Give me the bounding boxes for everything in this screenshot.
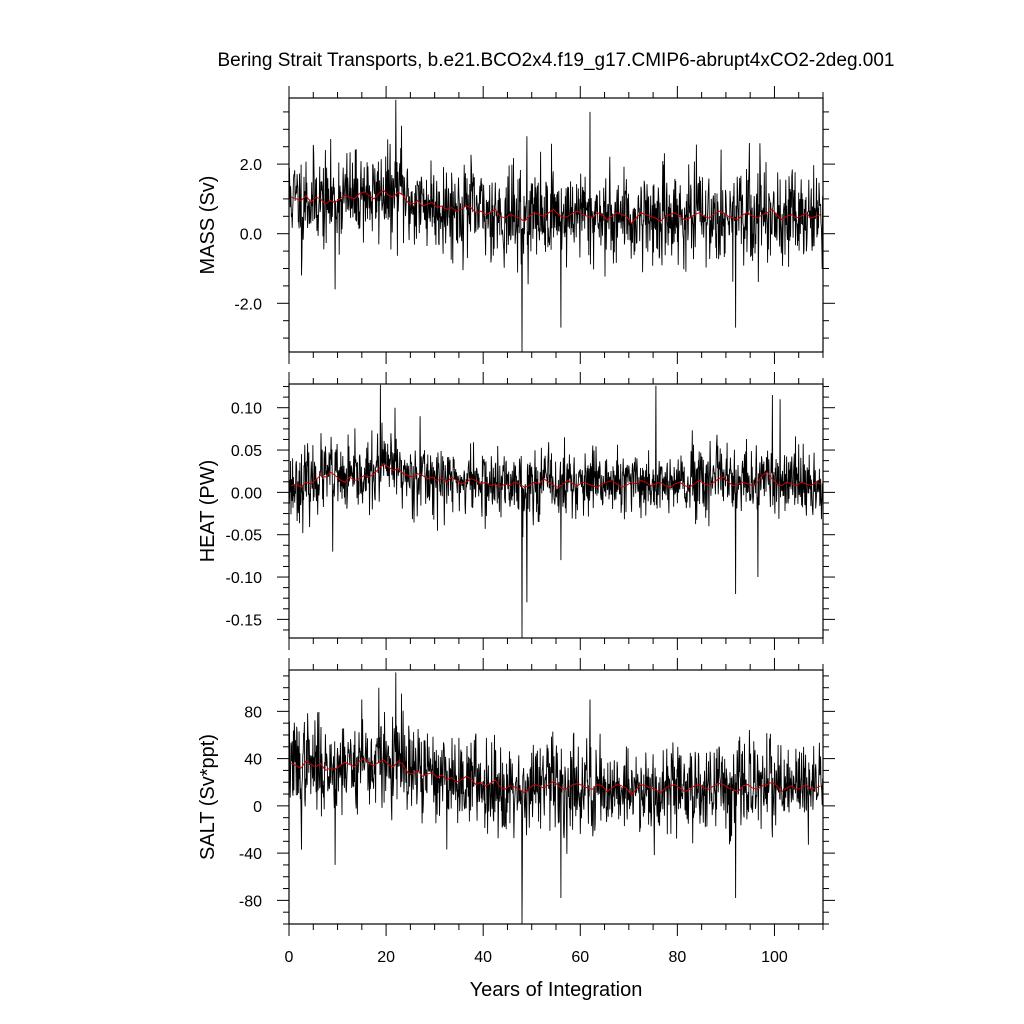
mass-annual-mean-line xyxy=(291,189,821,225)
x-tick-label: 0 xyxy=(285,949,294,966)
salt-y-axis-label: SALT (Sv*ppt) xyxy=(197,734,219,860)
panel-heat: 0.10 0.05 0.00 -0.05 -0.10 -0.15 HEAT (PW) xyxy=(197,372,835,650)
salt-y-tick-label: 80 xyxy=(244,704,262,721)
salt-annual-mean-line xyxy=(291,757,821,797)
salt-y-tick-label: 0 xyxy=(253,799,262,816)
heat-y-tick-label: 0.00 xyxy=(231,485,262,502)
heat-annual-mean-line xyxy=(291,462,821,488)
x-tick-label: 20 xyxy=(377,949,395,966)
heat-y-tick-label: -0.10 xyxy=(226,570,263,587)
mass-y-tick-label: 2.0 xyxy=(240,157,262,174)
x-axis-label: Years of Integration xyxy=(470,979,643,1001)
chart-title: Bering Strait Transports, b.e21.BCO2x4.f… xyxy=(218,50,895,71)
heat-y-tick-label: -0.15 xyxy=(226,612,263,629)
heat-y-axis-label: HEAT (PW) xyxy=(197,460,219,563)
salt-y-tick-label: -80 xyxy=(239,893,262,910)
x-tick-label: 100 xyxy=(761,949,788,966)
heat-y-tick-label: -0.05 xyxy=(226,528,263,545)
heat-monthly-line xyxy=(288,384,824,639)
salt-y-tick-label: 40 xyxy=(244,752,262,769)
panels: 2.0 0.0 -2.0 MASS (Sv) 0.10 0.05 0.00 -0.05 -0.1… xyxy=(197,86,835,966)
mass-y-axis-label: MASS (Sv) xyxy=(197,176,219,275)
x-tick-label: 40 xyxy=(474,949,492,966)
x-tick-label: 60 xyxy=(571,949,589,966)
heat-y-tick-label: 0.05 xyxy=(231,443,262,460)
mass-y-tick-label: 0.0 xyxy=(240,227,262,244)
panel-salt: 0 20 40 60 80 100 80 40 0 -40 -80 SALT (Sv*ppt) xyxy=(197,658,835,966)
panel-mass: 2.0 0.0 -2.0 MASS (Sv) xyxy=(197,86,835,364)
salt-y-tick-label: -40 xyxy=(239,846,262,863)
x-tick-label: 80 xyxy=(668,949,686,966)
mass-monthly-line xyxy=(288,99,824,353)
salt-monthly-line xyxy=(288,672,824,925)
mass-y-tick-label: -2.0 xyxy=(234,296,262,313)
heat-y-tick-label: 0.10 xyxy=(231,401,262,418)
